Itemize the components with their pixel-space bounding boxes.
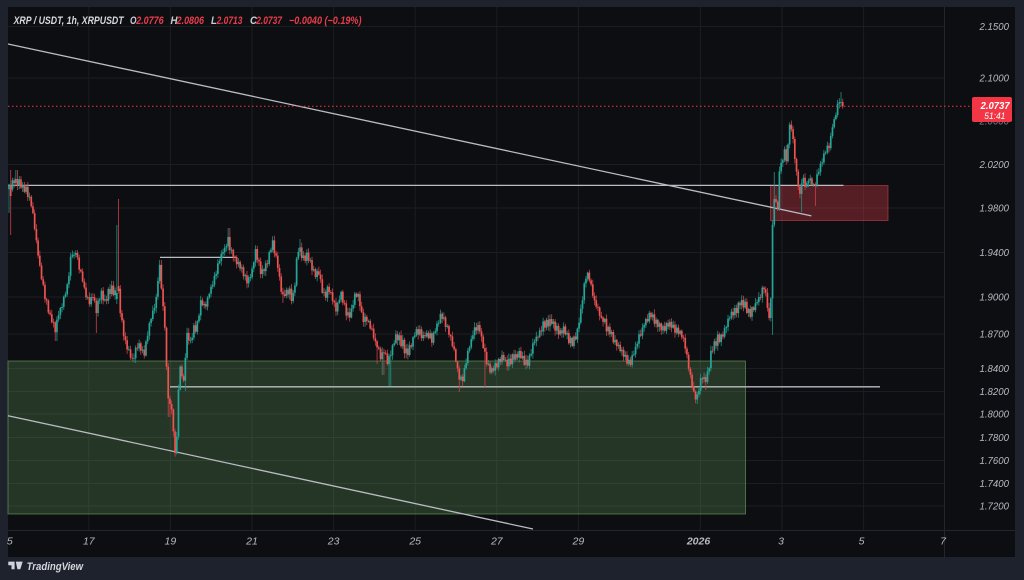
svg-text:1.7600: 1.7600 bbox=[980, 456, 1010, 467]
svg-text:29: 29 bbox=[572, 535, 585, 547]
svg-text:2.0737: 2.0737 bbox=[980, 101, 1010, 112]
svg-text:1.7400: 1.7400 bbox=[980, 479, 1010, 490]
svg-text:TradingView: TradingView bbox=[27, 561, 85, 573]
svg-text:1.9400: 1.9400 bbox=[980, 248, 1010, 259]
svg-text:5: 5 bbox=[7, 535, 13, 547]
svg-text:7: 7 bbox=[940, 535, 947, 547]
svg-text:H: H bbox=[171, 15, 178, 27]
svg-text:1.8200: 1.8200 bbox=[980, 387, 1010, 398]
svg-text:C: C bbox=[250, 15, 257, 27]
svg-text:19: 19 bbox=[165, 535, 177, 547]
svg-text:XRP / USDT, 1h, XRPUSDT: XRP / USDT, 1h, XRPUSDT bbox=[13, 15, 125, 27]
svg-text:25: 25 bbox=[408, 535, 421, 547]
svg-text:1.9800: 1.9800 bbox=[980, 204, 1010, 215]
svg-text:2.0200: 2.0200 bbox=[979, 160, 1010, 171]
svg-text:2.1000: 2.1000 bbox=[979, 74, 1010, 85]
svg-text:1.9000: 1.9000 bbox=[980, 293, 1010, 304]
svg-text:17: 17 bbox=[83, 535, 96, 547]
svg-text:27: 27 bbox=[490, 535, 504, 547]
svg-text:O: O bbox=[130, 15, 137, 27]
svg-text:2.0713: 2.0713 bbox=[216, 15, 243, 27]
svg-text:2.0737: 2.0737 bbox=[255, 15, 282, 27]
svg-text:2.1500: 2.1500 bbox=[979, 22, 1010, 33]
svg-text:21: 21 bbox=[245, 535, 258, 547]
svg-text:1.7800: 1.7800 bbox=[980, 433, 1010, 444]
svg-text:1.8400: 1.8400 bbox=[980, 364, 1010, 375]
svg-text:1.7200: 1.7200 bbox=[980, 502, 1010, 513]
svg-text:1.8700: 1.8700 bbox=[980, 330, 1010, 341]
svg-text:1.8000: 1.8000 bbox=[980, 410, 1010, 421]
svg-text:5: 5 bbox=[859, 535, 865, 547]
svg-text:2026: 2026 bbox=[686, 535, 711, 547]
svg-text:23: 23 bbox=[327, 535, 340, 547]
svg-text:2.0806: 2.0806 bbox=[176, 15, 204, 27]
svg-text:51:41: 51:41 bbox=[984, 111, 1005, 121]
svg-text:3: 3 bbox=[778, 535, 784, 547]
svg-text:L: L bbox=[211, 15, 217, 27]
svg-text:−0.0040 (−0.19%): −0.0040 (−0.19%) bbox=[289, 15, 362, 27]
svg-text:2.0776: 2.0776 bbox=[135, 15, 163, 27]
